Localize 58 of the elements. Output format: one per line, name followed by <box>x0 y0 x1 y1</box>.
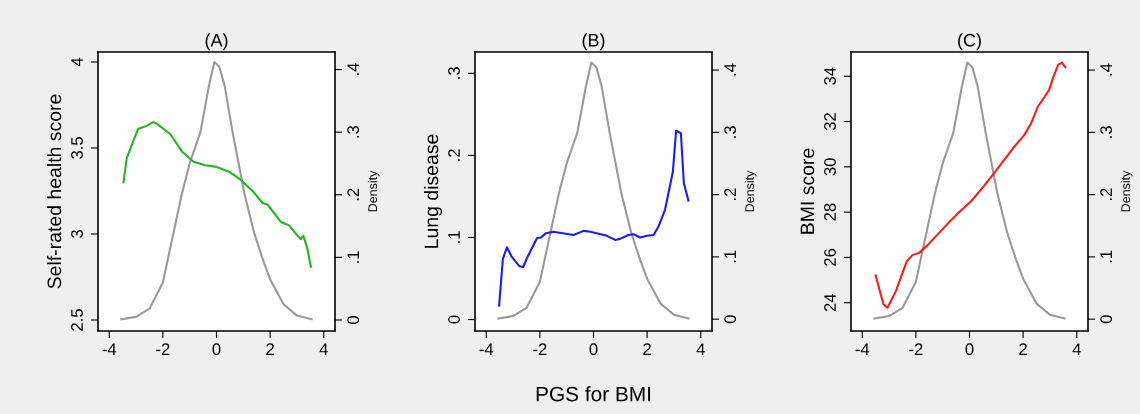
y2-tick-label: .3 <box>1100 126 1113 138</box>
y2-tick-label: 0 <box>724 315 737 324</box>
y-axis-title: Lung disease <box>423 134 443 248</box>
y-tick-label: 34 <box>824 67 836 85</box>
y2-tick-label: .2 <box>347 188 359 201</box>
y2-axis-title: Density <box>367 170 380 212</box>
x-tick-label: 4 <box>319 343 328 355</box>
x-tick-label: -2 <box>156 343 170 355</box>
y2-tick-label: .2 <box>724 188 736 201</box>
x-tick-label: -2 <box>909 343 923 355</box>
x-tick-label: 0 <box>589 343 598 356</box>
y2-tick-label: .3 <box>347 125 360 138</box>
y-tick-label: 2.5 <box>71 309 83 331</box>
y-tick-label: 24 <box>824 293 836 312</box>
line-series <box>497 61 690 320</box>
chart-title: (A) <box>205 33 228 51</box>
y-axis-title: Self-rated health score <box>46 94 62 289</box>
y-tick-label: 3 <box>71 230 83 238</box>
y2-tick-label: .3 <box>724 126 737 138</box>
line-series <box>122 121 312 268</box>
y2-tick-label: 0 <box>347 316 360 324</box>
y-tick-label: .2 <box>448 149 460 161</box>
line-series <box>498 129 690 307</box>
x-tick-label: -4 <box>855 343 870 355</box>
x-tick-label: -4 <box>479 343 494 355</box>
x-tick-label: 2 <box>643 343 651 355</box>
y2-tick-label: .1 <box>1100 250 1112 263</box>
x-tick-label: -2 <box>533 343 547 355</box>
y-tick-label: 26 <box>824 248 836 266</box>
y2-tick-label: 0 <box>1100 315 1113 324</box>
line-series <box>120 60 313 321</box>
y-axis-title: BMI score <box>800 148 815 234</box>
y-tick-label: 0 <box>448 315 460 324</box>
y2-axis-title: Density <box>744 170 757 212</box>
y2-tick-label: .1 <box>347 251 359 263</box>
x-tick-label: 0 <box>212 343 221 356</box>
x-tick-label: 0 <box>965 343 974 356</box>
x-tick-label: 4 <box>1072 343 1081 355</box>
y2-axis-title: Density <box>1120 170 1133 212</box>
x-axis-title: PGS for BMI <box>536 386 651 402</box>
x-tick-label: 2 <box>1019 343 1027 355</box>
x-tick-label: -4 <box>102 343 117 355</box>
y-tick-label: 4 <box>71 57 83 67</box>
y2-tick-label: .4 <box>1100 63 1112 76</box>
y2-tick-label: .1 <box>724 250 736 263</box>
x-tick-label: 2 <box>266 343 274 355</box>
y-tick-label: 32 <box>824 113 836 131</box>
x-tick-label: 4 <box>696 343 705 355</box>
y-tick-label: 30 <box>824 158 836 176</box>
y-tick-label: 28 <box>824 203 836 221</box>
chart-title: (B) <box>582 33 605 51</box>
y2-tick-label: .4 <box>724 63 736 76</box>
y2-tick-label: .4 <box>347 63 359 75</box>
y-tick-label: .3 <box>448 67 460 79</box>
chart-title: (C) <box>958 33 981 51</box>
y-tick-label: .1 <box>448 231 460 243</box>
y2-tick-label: .2 <box>1100 188 1112 201</box>
y-tick-label: 3.5 <box>71 137 83 159</box>
